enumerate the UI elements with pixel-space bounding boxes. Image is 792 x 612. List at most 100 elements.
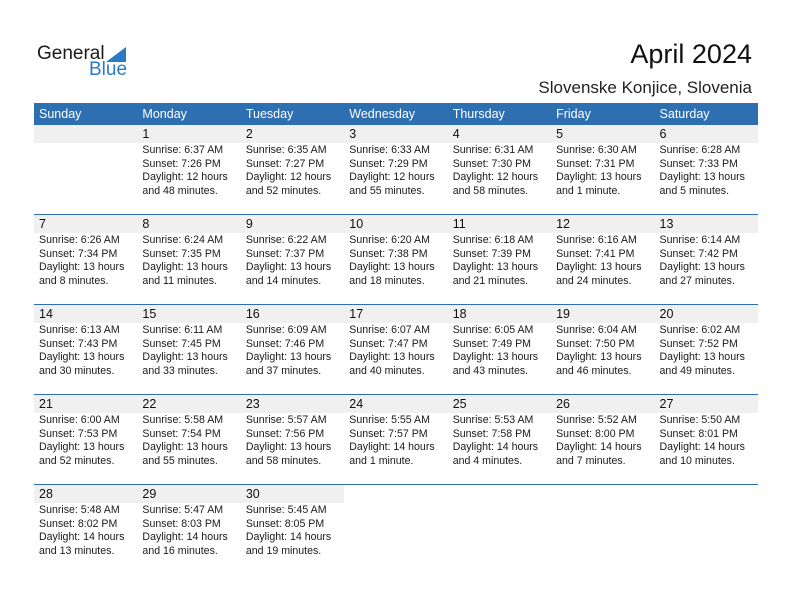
- week-row: 7 Sunrise: 6:26 AM Sunset: 7:34 PM Daylight…: [34, 214, 758, 304]
- daylight2-text: and 43 minutes.: [452, 364, 529, 377]
- sunset-text: Sunset: 7:58 PM: [452, 427, 532, 440]
- sunset-text: Sunset: 7:56 PM: [245, 427, 325, 440]
- daylight2-text: and 18 minutes.: [349, 274, 425, 287]
- sunrise-text: Sunrise: 6:20 AM: [349, 234, 430, 246]
- sunrise-text: Sunrise: 5:52 AM: [556, 414, 637, 426]
- day-cell: 26 Sunrise: 5:52 AM Sunset: 8:00 PM Dayligh…: [551, 395, 655, 484]
- sunrise-text: Sunrise: 6:18 AM: [452, 234, 534, 246]
- sunset-text: Sunset: 7:33 PM: [659, 157, 738, 170]
- daylight1-text: Daylight: 13 hours: [245, 261, 332, 273]
- empty-cell: [448, 485, 551, 574]
- daylight1-text: Daylight: 13 hours: [142, 351, 228, 363]
- sunset-text: Sunset: 8:01 PM: [659, 427, 738, 440]
- daylight2-text: and 8 minutes.: [39, 274, 109, 287]
- page-title: April 2024: [630, 39, 752, 69]
- daylight2-text: and 27 minutes.: [659, 274, 735, 287]
- day-cell: 28 Sunrise: 5:48 AM Sunset: 8:02 PM Dayligh…: [34, 485, 138, 574]
- day-number: 28: [34, 485, 138, 503]
- daylight2-text: and 14 minutes.: [245, 274, 322, 287]
- logo-text-blue: Blue: [89, 59, 128, 80]
- weekday-tuesday: Tuesday: [245, 107, 294, 121]
- day-cell: 13 Sunrise: 6:14 AM Sunset: 7:42 PM Dayligh…: [654, 215, 758, 304]
- daylight1-text: Daylight: 13 hours: [349, 351, 435, 363]
- daylight1-text: Daylight: 12 hours: [452, 171, 539, 183]
- sunrise-text: Sunrise: 6:30 AM: [556, 144, 637, 156]
- daylight2-text: and 58 minutes.: [452, 184, 529, 197]
- sunset-text: Sunset: 7:47 PM: [349, 337, 428, 350]
- daylight1-text: Daylight: 14 hours: [245, 531, 332, 543]
- sunrise-text: Sunrise: 6:24 AM: [142, 234, 224, 246]
- week-row: 28 Sunrise: 5:48 AM Sunset: 8:02 PM Dayligh…: [34, 484, 758, 574]
- day-number: 2: [240, 125, 345, 143]
- sunrise-text: Sunrise: 6:31 AM: [452, 144, 534, 156]
- day-cell: 29 Sunrise: 5:47 AM Sunset: 8:03 PM Dayligh…: [137, 485, 241, 574]
- daylight1-text: Daylight: 12 hours: [349, 171, 435, 183]
- empty-band: [34, 125, 138, 143]
- sunrise-text: Sunrise: 6:04 AM: [556, 324, 637, 336]
- sunset-text: Sunset: 7:31 PM: [556, 157, 635, 170]
- day-number: 4: [447, 125, 552, 143]
- sunrise-text: Sunrise: 5:50 AM: [659, 414, 741, 426]
- weekday-sunday: Sunday: [39, 107, 82, 121]
- day-number: 27: [654, 395, 758, 413]
- daylight1-text: Daylight: 13 hours: [245, 441, 332, 453]
- sunset-text: Sunset: 7:45 PM: [142, 337, 221, 350]
- day-number: 26: [551, 395, 655, 413]
- day-number: 20: [654, 305, 758, 323]
- day-cell: 12 Sunrise: 6:16 AM Sunset: 7:41 PM Dayligh…: [551, 215, 655, 304]
- day-cell: 20 Sunrise: 6:02 AM Sunset: 7:52 PM Dayligh…: [654, 305, 758, 394]
- day-cell: 18 Sunrise: 6:05 AM Sunset: 7:49 PM Dayligh…: [447, 305, 552, 394]
- day-cell: 16 Sunrise: 6:09 AM Sunset: 7:46 PM Dayligh…: [240, 305, 345, 394]
- sunset-text: Sunset: 7:57 PM: [349, 427, 428, 440]
- daylight2-text: and 58 minutes.: [245, 454, 322, 467]
- sunrise-text: Sunrise: 6:28 AM: [659, 144, 741, 156]
- daylight1-text: Daylight: 13 hours: [142, 261, 228, 273]
- day-number: 10: [344, 215, 448, 233]
- sunset-text: Sunset: 7:38 PM: [349, 247, 428, 260]
- day-cell: 19 Sunrise: 6:04 AM Sunset: 7:50 PM Dayligh…: [551, 305, 655, 394]
- daylight2-text: and 7 minutes.: [556, 454, 626, 467]
- day-cell: 27 Sunrise: 5:50 AM Sunset: 8:01 PM Dayligh…: [654, 395, 758, 484]
- weekday-wednesday: Wednesday: [349, 107, 416, 121]
- sunrise-text: Sunrise: 6:11 AM: [142, 324, 223, 336]
- daylight1-text: Daylight: 13 hours: [452, 351, 539, 363]
- logo-text-general: General: [37, 43, 105, 64]
- day-cell: 3 Sunrise: 6:33 AM Sunset: 7:29 PM Daylight…: [344, 125, 448, 215]
- daylight1-text: Daylight: 13 hours: [142, 441, 228, 453]
- empty-cell: [655, 485, 758, 574]
- weekday-friday: Friday: [556, 107, 591, 121]
- day-number: 18: [447, 305, 552, 323]
- daylight2-text: and 49 minutes.: [659, 364, 735, 377]
- daylight2-text: and 13 minutes.: [39, 544, 115, 557]
- daylight2-text: and 52 minutes.: [245, 184, 322, 197]
- week-row: 14 Sunrise: 6:13 AM Sunset: 7:43 PM Dayligh…: [34, 304, 758, 394]
- daylight2-text: and 48 minutes.: [142, 184, 218, 197]
- day-number: 14: [34, 305, 138, 323]
- day-cell: 15 Sunrise: 6:11 AM Sunset: 7:45 PM Dayligh…: [137, 305, 241, 394]
- day-cell: 10 Sunrise: 6:20 AM Sunset: 7:38 PM Dayligh…: [344, 215, 448, 304]
- sunrise-text: Sunrise: 6:22 AM: [245, 234, 327, 246]
- sunset-text: Sunset: 7:29 PM: [349, 157, 428, 170]
- sunset-text: Sunset: 7:54 PM: [142, 427, 221, 440]
- daylight1-text: Daylight: 13 hours: [556, 261, 642, 273]
- daylight2-text: and 24 minutes.: [556, 274, 632, 287]
- sunset-text: Sunset: 7:27 PM: [245, 157, 325, 170]
- day-cell: 9 Sunrise: 6:22 AM Sunset: 7:37 PM Daylight…: [240, 215, 345, 304]
- day-cell: 11 Sunrise: 6:18 AM Sunset: 7:39 PM Dayligh…: [447, 215, 552, 304]
- sunrise-text: Sunrise: 6:33 AM: [349, 144, 430, 156]
- day-number: 15: [137, 305, 241, 323]
- daylight2-text: and 5 minutes.: [659, 184, 730, 197]
- day-number: 8: [137, 215, 241, 233]
- weekday-monday: Monday: [142, 107, 187, 121]
- sunset-text: Sunset: 8:05 PM: [245, 517, 325, 530]
- sunset-text: Sunset: 7:35 PM: [142, 247, 221, 260]
- day-number: 29: [137, 485, 241, 503]
- sunset-text: Sunset: 7:37 PM: [245, 247, 325, 260]
- day-number: 30: [240, 485, 345, 503]
- day-number: 11: [447, 215, 552, 233]
- day-cell: 1 Sunrise: 6:37 AM Sunset: 7:26 PM Daylight…: [137, 125, 241, 215]
- day-number: 17: [344, 305, 448, 323]
- daylight1-text: Daylight: 13 hours: [556, 351, 642, 363]
- daylight2-text: and 52 minutes.: [39, 454, 115, 467]
- sunrise-text: Sunrise: 6:16 AM: [556, 234, 637, 246]
